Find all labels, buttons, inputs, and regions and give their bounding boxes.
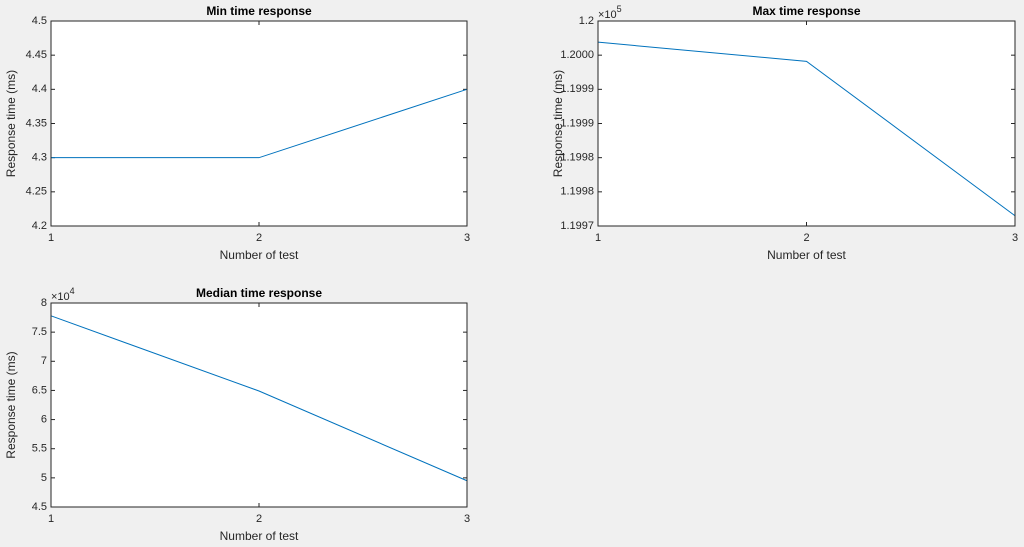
y-tick-label: 4.45 (26, 49, 47, 61)
x-tick-label: 2 (256, 232, 262, 244)
x-axis-label: Number of test (220, 529, 299, 543)
y-tick-label: 4.2 (32, 220, 47, 232)
y-tick-label: 6.5 (32, 384, 47, 396)
y-tick-label: 1.2000 (560, 49, 594, 61)
data-line (51, 88, 468, 159)
y-tick-label: 4.25 (26, 186, 47, 198)
y-axis-label: Response time (ms) (4, 351, 18, 458)
y-tick-label: 4.3 (32, 152, 47, 164)
y-tick-label: 4.5 (32, 501, 47, 513)
x-tick-label: 1 (48, 513, 54, 525)
x-tick-label: 2 (803, 232, 809, 244)
y-multiplier-exponent: 5 (617, 4, 622, 14)
y-tick-label: 8 (41, 297, 47, 309)
y-multiplier-exponent: 4 (70, 286, 75, 296)
axes-box (50, 302, 468, 508)
x-tick-label: 3 (464, 513, 470, 525)
y-tick-label: 1.1998 (560, 186, 594, 198)
y-tick-label: 4.35 (26, 117, 47, 129)
y-tick-label: 1.2 (579, 15, 594, 27)
y-tick-label: 4.5 (32, 15, 47, 27)
y-tick-label: 4.4 (32, 83, 47, 95)
x-tick-label: 1 (48, 232, 54, 244)
y-tick-label: 1.1997 (560, 220, 594, 232)
axes-background (51, 303, 467, 507)
y-axis-label: Response time (ms) (4, 70, 18, 177)
y-multiplier-base: ×10 (51, 291, 70, 303)
axes-box (50, 20, 468, 227)
y-tick-label: 7.5 (32, 326, 47, 338)
y-multiplier: ×105 (598, 4, 622, 21)
y-multiplier: ×104 (51, 286, 75, 303)
chart-title: Min time response (206, 4, 312, 18)
y-tick-label: 5 (41, 472, 47, 484)
y-tick-label: 5.5 (32, 443, 47, 455)
x-tick-label: 2 (256, 513, 262, 525)
axes-background (598, 21, 1015, 226)
x-axis-label: Number of test (767, 248, 846, 262)
y-tick-label: 1.1998 (560, 152, 594, 164)
data-line (597, 41, 1016, 217)
y-tick-label: 6 (41, 413, 47, 425)
y-tick-label: 1.1999 (560, 83, 594, 95)
data-line (50, 315, 468, 482)
x-tick-label: 3 (464, 232, 470, 244)
x-tick-label: 1 (595, 232, 601, 244)
y-tick-label: 1.1999 (560, 117, 594, 129)
chart-title: Max time response (752, 4, 860, 18)
axes-background (51, 21, 467, 226)
y-axis-label: Response time (ms) (551, 70, 565, 177)
y-tick-label: 7 (41, 355, 47, 367)
x-axis-label: Number of test (220, 248, 299, 262)
y-multiplier-base: ×10 (598, 9, 617, 21)
chart-title: Median time response (196, 286, 322, 300)
x-tick-label: 3 (1012, 232, 1018, 244)
axes-box (597, 20, 1016, 227)
